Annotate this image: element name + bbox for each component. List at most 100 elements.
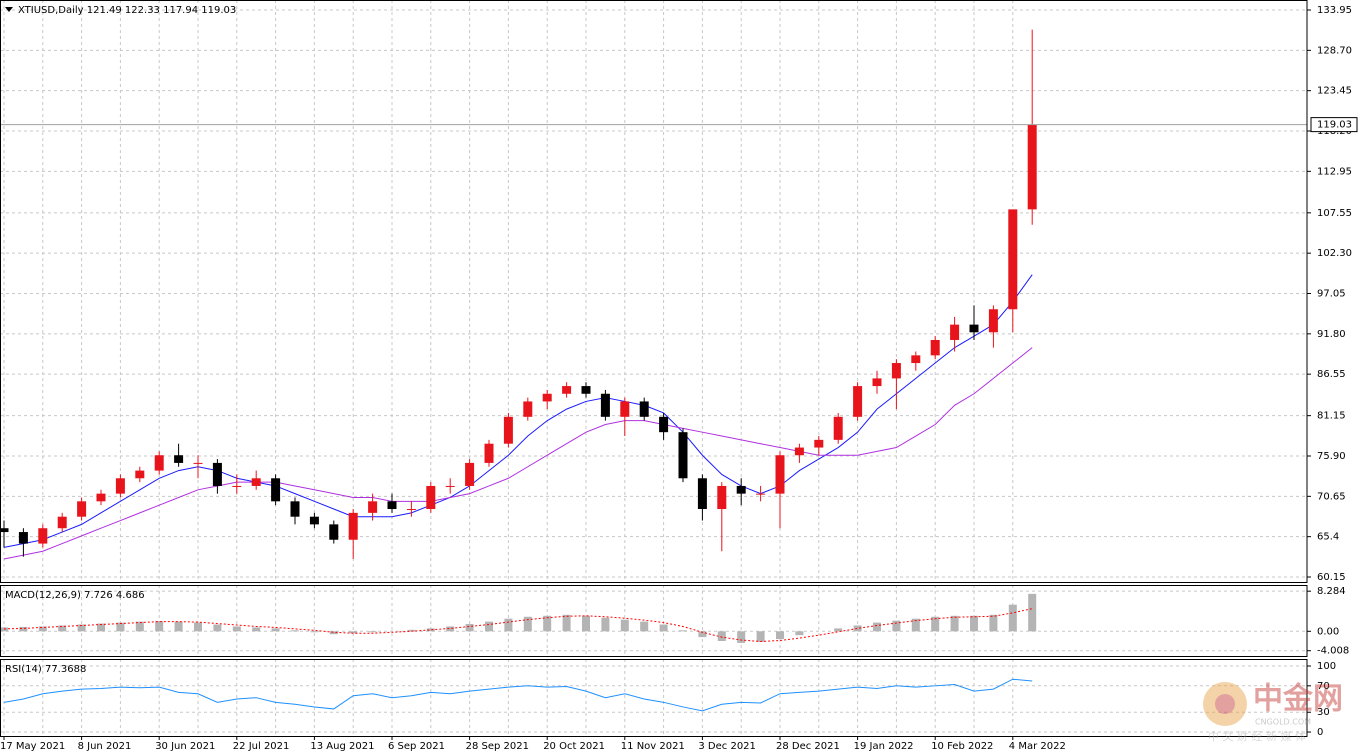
- macd-bar: [465, 624, 474, 632]
- y-tick-label: 70: [1317, 681, 1330, 692]
- macd-bar: [174, 621, 183, 632]
- x-tick-label: 10 Feb 2022: [931, 741, 993, 752]
- x-tick-label: 4 Mar 2022: [1009, 741, 1066, 752]
- candle-body: [135, 470, 145, 479]
- candle-body: [465, 462, 475, 486]
- macd-bar: [271, 628, 280, 632]
- y-tick-label: 123.45: [1317, 86, 1352, 97]
- x-tick-label: 11 Nov 2021: [621, 741, 685, 752]
- y-tick-label: 0: [1317, 727, 1323, 738]
- macd-bar: [407, 629, 416, 632]
- macd-bar: [834, 628, 843, 632]
- macd-bar: [1028, 593, 1037, 632]
- candle-body: [57, 516, 67, 529]
- y-tick-label: 112.95: [1317, 166, 1352, 177]
- macd-bar: [582, 615, 590, 632]
- macd-bar: [485, 621, 493, 632]
- y-tick-label: 60.15: [1317, 572, 1346, 583]
- macd-bar: [659, 624, 668, 632]
- candle-body: [756, 493, 766, 495]
- x-tick-label: 3 Dec 2021: [698, 741, 756, 752]
- macd-bar: [679, 630, 687, 632]
- candle-body: [639, 401, 649, 417]
- candle-body: [736, 485, 746, 494]
- macd-bar: [562, 614, 571, 632]
- candle-body: [814, 439, 824, 448]
- macd-bar: [970, 615, 978, 632]
- candle-body: [969, 324, 979, 333]
- panel-title: XTIUSD,Daily 121.49 122.33 117.94 119.03: [18, 5, 236, 16]
- candle-body: [1008, 209, 1018, 310]
- y-tick-label: 75.90: [1317, 451, 1346, 462]
- y-tick-label: 100: [1317, 661, 1336, 672]
- candle-body: [290, 501, 300, 517]
- indicator-line: [3, 678, 1033, 712]
- y-tick-label: 128.70: [1317, 45, 1352, 56]
- indicator-line: [3, 608, 1033, 642]
- watermark-footer: 中 文 财 经 新 媒 体: [1208, 729, 1306, 743]
- macd-bar: [640, 621, 649, 632]
- macd-bar: [523, 616, 532, 632]
- candle-body: [96, 493, 106, 502]
- macd-bar: [873, 622, 881, 632]
- candle-body: [193, 462, 203, 464]
- y-tick-label: 102.30: [1317, 248, 1352, 259]
- y-tick-label: -4.008: [1317, 646, 1349, 657]
- macd-bar: [989, 614, 998, 632]
- macd-bar: [853, 625, 862, 632]
- candle-body: [581, 386, 591, 394]
- macd-bar: [232, 626, 241, 632]
- macd-bar: [737, 631, 746, 643]
- macd-bar: [0, 627, 8, 632]
- x-tick-label: 20 Oct 2021: [543, 741, 605, 752]
- candle-body: [911, 355, 921, 364]
- candle-body: [717, 485, 727, 510]
- candle-body: [697, 478, 707, 510]
- x-tick-label: 8 Jun 2021: [78, 741, 132, 752]
- macd-bar: [911, 618, 920, 632]
- x-tick-label: 28 Sep 2021: [466, 741, 529, 752]
- y-tick-label: 0.00: [1317, 626, 1339, 637]
- candle-body: [329, 524, 339, 540]
- y-tick-label: 8.284: [1317, 586, 1346, 597]
- macd-bar: [349, 631, 358, 634]
- panel-title: MACD(12,26,9) 7.726 4.686: [5, 590, 145, 601]
- panel-title: RSI(14) 77.3688: [5, 664, 86, 675]
- candle-body: [0, 528, 9, 533]
- macd-bar: [213, 624, 222, 632]
- macd-bar: [601, 617, 610, 632]
- macd-bar: [776, 631, 784, 640]
- macd-bar: [426, 628, 435, 632]
- macd-bar: [77, 624, 86, 632]
- last-price-tag: [1310, 117, 1358, 133]
- candle-body: [484, 443, 494, 463]
- candle-body: [872, 378, 882, 387]
- y-tick-label: 65.4: [1317, 532, 1339, 543]
- candle-body: [562, 386, 572, 394]
- x-tick-label: 28 Dec 2021: [776, 741, 840, 752]
- macd-bar: [116, 622, 125, 632]
- macd-bar: [368, 631, 377, 633]
- macd-bar: [58, 625, 67, 632]
- macd-bar: [310, 631, 319, 633]
- macd-bar: [543, 615, 552, 632]
- x-tick-label: 19 Jan 2022: [854, 741, 914, 752]
- x-tick-label: 17 May 2021: [0, 741, 65, 752]
- indicator-line: [3, 347, 1033, 560]
- candle-body: [775, 455, 785, 494]
- candle-body: [77, 501, 87, 517]
- macd-bar: [38, 626, 47, 632]
- y-tick-label: 107.55: [1317, 208, 1352, 219]
- candle-body: [542, 393, 552, 402]
- candle-body: [930, 339, 940, 356]
- indicator-line: [3, 274, 1033, 548]
- candle-body: [174, 455, 184, 463]
- watermark-subtitle: CNGOLD.COM: [1255, 718, 1311, 727]
- candle-body: [678, 432, 688, 479]
- candle-body: [368, 501, 378, 513]
- y-tick-label: 81.15: [1317, 411, 1346, 422]
- macd-bar: [950, 615, 959, 632]
- panel-border: [0, 0, 1308, 583]
- candle-body: [115, 478, 125, 494]
- candle-body: [309, 516, 319, 525]
